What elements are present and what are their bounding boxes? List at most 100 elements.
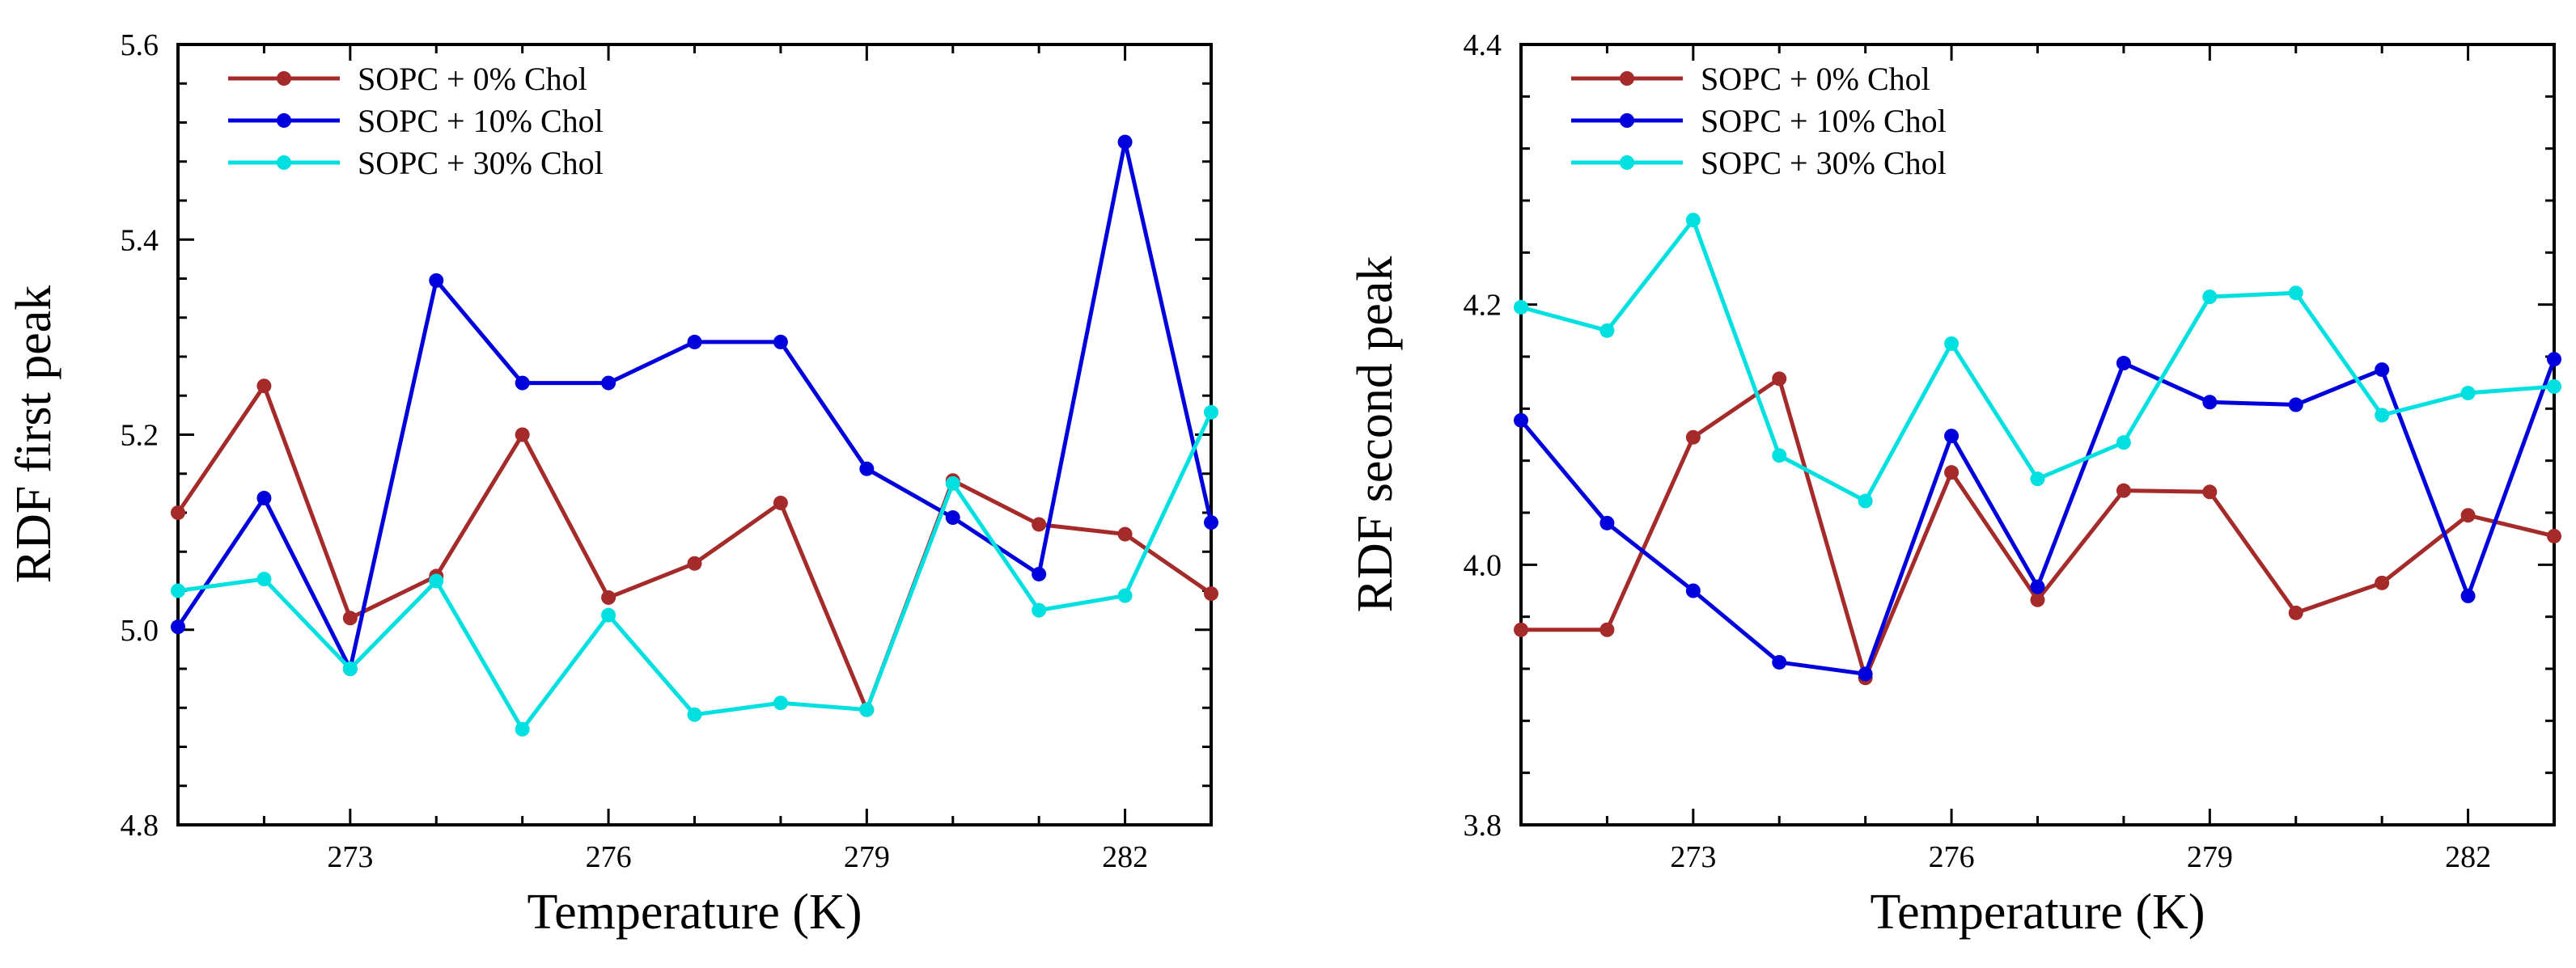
data-point	[1772, 654, 1787, 670]
x-tick-label: 273	[1670, 840, 1716, 874]
data-point	[1032, 602, 1047, 618]
data-point	[429, 273, 444, 288]
data-point	[1858, 493, 1873, 509]
data-point	[1204, 404, 1218, 420]
data-point	[2547, 378, 2561, 394]
data-point	[515, 427, 530, 442]
data-point	[2375, 362, 2390, 378]
data-point	[2116, 435, 2131, 450]
series-line	[176, 383, 1213, 712]
x-axis-title: Temperature (K)	[1871, 885, 2205, 940]
data-point	[1685, 583, 1701, 598]
legend-label: SOPC + 10% Chol	[358, 103, 604, 139]
data-point	[2116, 356, 2131, 371]
data-point	[773, 334, 788, 349]
data-point	[2288, 397, 2303, 412]
y-tick-label: 3.8	[1464, 809, 1502, 843]
x-axis-title: Temperature (K)	[527, 885, 862, 940]
legend-label: SOPC + 0% Chol	[358, 61, 587, 97]
data-point	[2375, 575, 2390, 590]
data-point	[1117, 526, 1133, 542]
data-point	[342, 611, 358, 626]
data-point	[1599, 622, 1615, 637]
y-tick-label: 5.2	[121, 419, 159, 453]
y-axis-title: RDF first peak	[6, 285, 61, 584]
data-point	[945, 476, 960, 491]
y-tick-label: 4.8	[121, 809, 159, 843]
data-point	[2288, 285, 2303, 301]
y-tick-label: 5.4	[121, 223, 159, 257]
legend-label: SOPC + 30% Chol	[358, 145, 604, 181]
legend-marker	[277, 71, 291, 86]
x-tick-label: 276	[1929, 840, 1975, 874]
x-tick-label: 282	[1102, 840, 1148, 874]
data-point	[2547, 528, 2561, 543]
y-tick-label: 4.4	[1464, 28, 1502, 62]
data-point	[2030, 592, 2045, 607]
data-point	[2460, 588, 2476, 603]
legend-marker	[277, 155, 291, 170]
chart-panel-second-peak: 273 276 279 282 3.8 4.0 4.2 4.4 Temperature (K) R…	[1348, 28, 2561, 940]
data-point	[171, 583, 185, 598]
data-point	[1204, 515, 1218, 530]
data-point	[687, 707, 702, 722]
data-point	[2030, 579, 2045, 594]
legend-marker	[1620, 155, 1634, 170]
legend-label: SOPC + 10% Chol	[1701, 103, 1947, 139]
x-tick-label: 279	[2187, 840, 2233, 874]
data-point	[256, 490, 272, 505]
data-point	[1685, 213, 1701, 228]
data-point	[256, 572, 272, 587]
data-point	[1204, 586, 1218, 602]
y-tick-label: 5.0	[121, 614, 159, 648]
data-point	[1944, 429, 1960, 444]
data-point	[1772, 448, 1787, 463]
data-point	[601, 607, 616, 623]
data-point	[859, 702, 875, 717]
series-line	[1519, 358, 2557, 676]
data-point	[2375, 408, 2390, 423]
series-line	[1520, 218, 2555, 504]
data-point	[1858, 666, 1873, 682]
x-tick-label: 273	[327, 840, 373, 874]
data-point	[601, 590, 616, 605]
x-tick-label: 279	[844, 840, 890, 874]
legend-marker	[1620, 71, 1634, 86]
data-point	[2460, 386, 2476, 401]
data-point	[1514, 412, 1528, 428]
data-point	[1117, 134, 1133, 150]
data-point	[342, 662, 358, 676]
data-point	[2288, 605, 2303, 620]
data-point	[2202, 395, 2218, 410]
data-point	[1514, 622, 1528, 637]
chart-panel-first-peak: 273 276 279 282 4.8 5.0 5.2 5.4 5.6 Temperature (…	[6, 28, 1218, 940]
legend-label: SOPC + 30% Chol	[1701, 145, 1947, 181]
series-line	[1521, 376, 2555, 680]
data-point	[2547, 352, 2561, 367]
data-point	[1599, 515, 1615, 530]
data-point	[1599, 323, 1615, 338]
data-point	[1944, 336, 1960, 351]
legend-marker	[277, 113, 291, 128]
data-point	[2030, 471, 2045, 487]
data-point	[171, 505, 185, 520]
data-point	[515, 721, 530, 737]
data-point	[1944, 465, 1960, 480]
data-point	[1032, 566, 1047, 581]
data-point	[1032, 517, 1047, 532]
y-axis-title: RDF second peak	[1348, 256, 1403, 613]
data-point	[1772, 371, 1787, 387]
y-tick-label: 5.6	[121, 28, 159, 62]
y-tick-label: 4.0	[1464, 548, 1502, 582]
x-tick-label: 276	[586, 840, 632, 874]
data-point	[256, 378, 272, 394]
data-point	[859, 461, 875, 476]
legend-label: SOPC + 0% Chol	[1701, 61, 1930, 97]
data-point	[687, 556, 702, 571]
data-point	[171, 619, 185, 635]
data-point	[1514, 299, 1528, 315]
data-point	[2460, 508, 2476, 523]
data-point	[1117, 588, 1133, 603]
legend-marker	[1620, 113, 1634, 128]
